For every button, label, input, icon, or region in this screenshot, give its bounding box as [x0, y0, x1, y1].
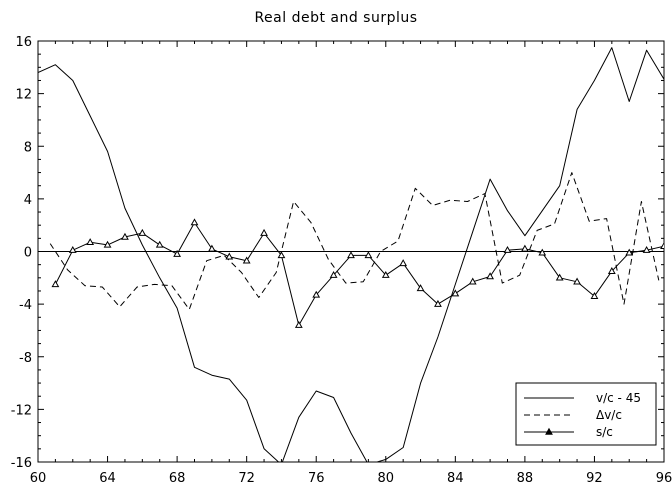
series-point-2 [399, 259, 408, 267]
series-point-2 [121, 232, 129, 240]
y-tick-label: 12 [15, 88, 32, 103]
y-tick-label: 4 [24, 193, 32, 208]
y-tick-label: 16 [15, 35, 32, 50]
y-tick-label: 8 [24, 140, 32, 155]
series-line-2 [54, 222, 664, 326]
series-point-2 [190, 218, 199, 226]
series-point-2 [347, 251, 355, 259]
series-point-2 [625, 248, 634, 256]
y-tick-label: -16 [11, 456, 32, 471]
series-point-2 [312, 290, 321, 298]
series-point-2 [364, 251, 373, 259]
series-point-2 [660, 242, 664, 249]
y-tick-label: -4 [19, 298, 32, 313]
series-point-2 [416, 284, 425, 292]
y-tick-label: -8 [19, 351, 32, 366]
series-point-2 [68, 245, 77, 253]
x-tick-label: 92 [586, 471, 603, 486]
series-point-2 [277, 251, 286, 259]
legend-box [515, 382, 657, 446]
series-point-2 [555, 273, 564, 281]
legend-label-2: s/c [596, 425, 613, 439]
series-point-2 [138, 228, 147, 236]
x-tick-label: 84 [447, 471, 464, 486]
series-point-2 [486, 272, 495, 280]
series-point-2 [607, 267, 616, 274]
series-point-2 [207, 244, 216, 252]
series-point-2 [434, 299, 442, 307]
x-tick-label: 72 [238, 471, 255, 486]
series-layer [38, 47, 664, 462]
legend-label-0: v/c - 45 [596, 391, 641, 405]
x-tick-label: 68 [169, 471, 186, 486]
series-point-2 [51, 280, 60, 288]
series-point-2 [381, 270, 390, 278]
x-tick-label: 76 [308, 471, 325, 486]
series-point-2 [260, 228, 268, 236]
series-point-2 [225, 252, 234, 260]
series-point-2 [590, 292, 599, 299]
series-point-2 [155, 240, 164, 248]
series-point-2 [173, 249, 182, 257]
series-point-2 [451, 289, 460, 297]
series-point-2 [86, 238, 95, 246]
x-tick-label: 88 [517, 471, 534, 486]
series-point-2 [329, 270, 338, 278]
series-point-2 [520, 244, 529, 252]
series-point-2 [573, 277, 581, 285]
x-tick-label: 60 [30, 471, 47, 486]
y-tick-label: 0 [24, 246, 32, 261]
series-point-2 [242, 256, 251, 264]
series-line-0 [38, 47, 664, 462]
x-tick-label: 64 [99, 471, 116, 486]
series-line-1 [49, 172, 660, 310]
series-point-2 [103, 240, 112, 248]
legend-marker-2 [545, 427, 553, 435]
chart-title: Real debt and surplus [254, 10, 417, 26]
series-point-2 [294, 320, 303, 328]
x-tick-label: 80 [378, 471, 395, 486]
series-point-2 [468, 277, 477, 285]
series-point-2 [503, 245, 512, 253]
legend: v/c - 45 Δv/c s/c [515, 382, 657, 446]
series-point-2 [642, 245, 651, 253]
y-tick-label: -12 [11, 403, 32, 418]
series-point-2 [538, 248, 547, 256]
legend-label-1: Δv/c [596, 408, 622, 422]
x-tick-label: 96 [656, 471, 672, 486]
